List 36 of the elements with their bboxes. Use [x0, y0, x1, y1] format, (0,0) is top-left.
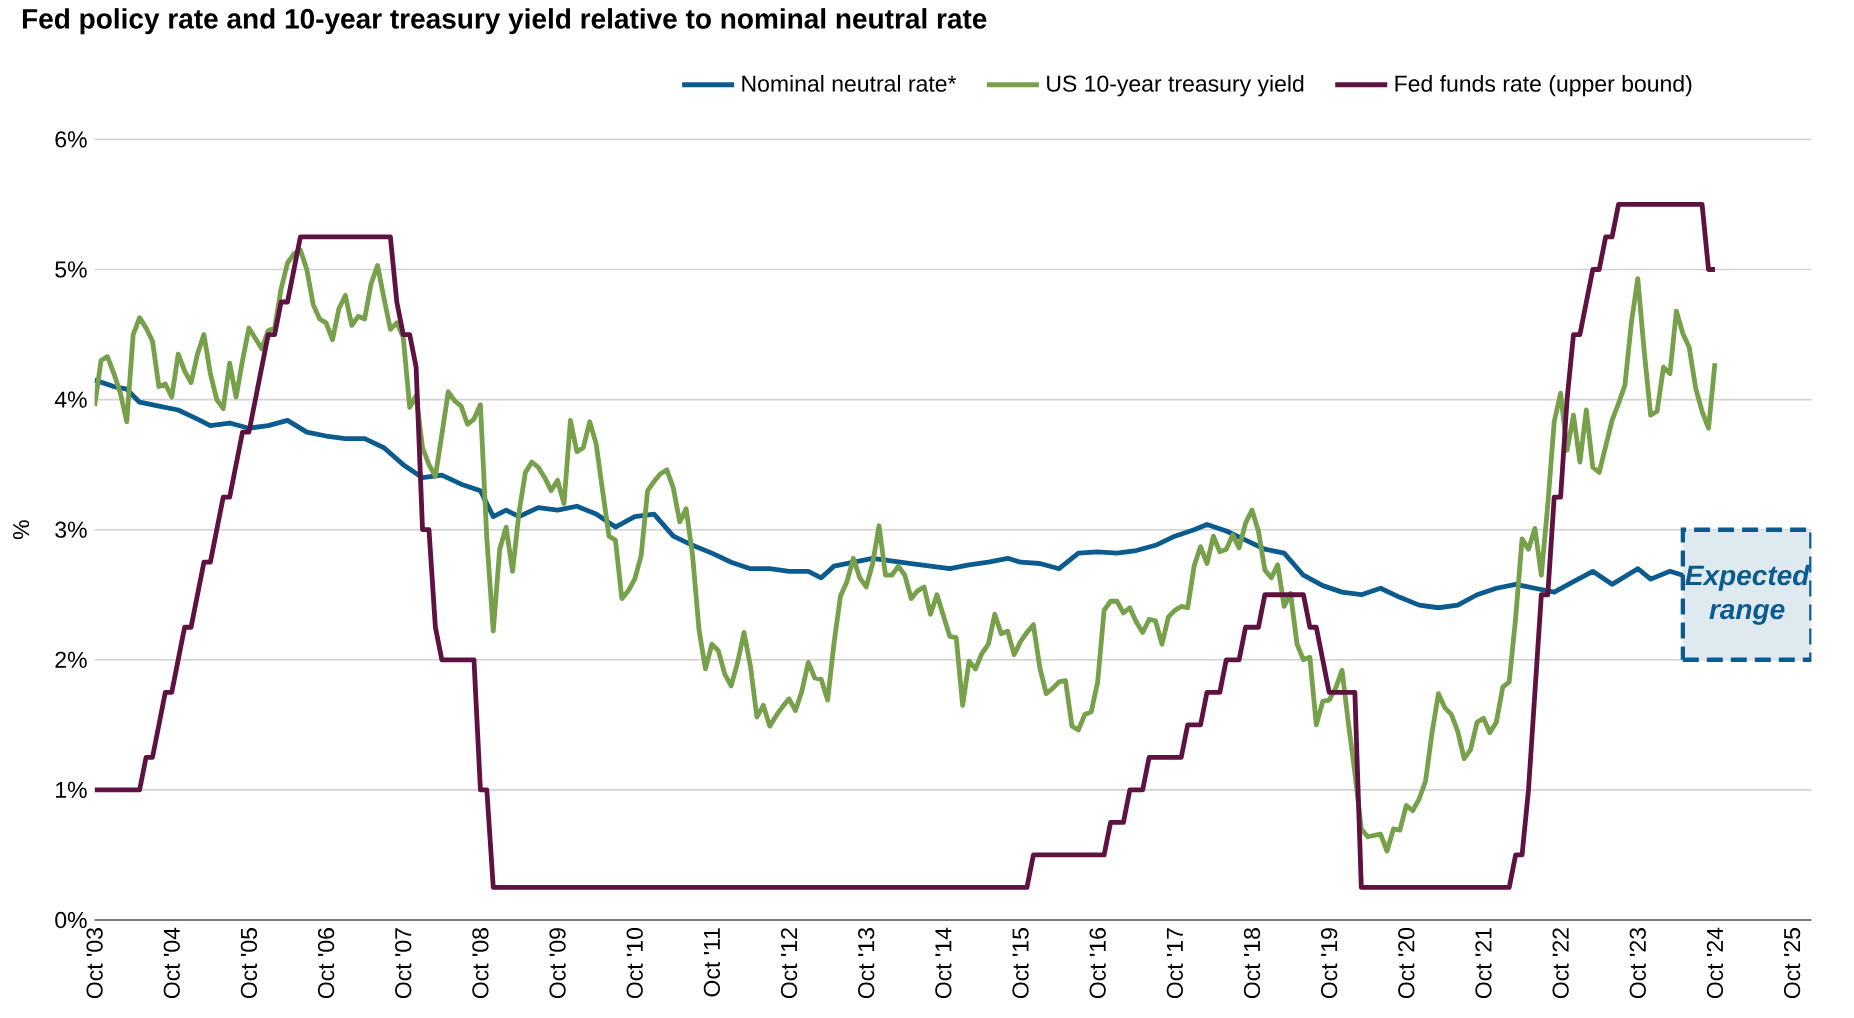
y-tick-label: 2%: [55, 651, 87, 668]
legend-label: Fed funds rate (upper bound): [1395, 74, 1692, 97]
x-tick-label: Oct '14: [935, 927, 952, 999]
y-tick-label: 0%: [55, 911, 87, 929]
x-tick-label: Oct '25: [1783, 928, 1801, 999]
x-tick-label: Oct '18: [1243, 928, 1261, 999]
y-tick-label: 6%: [55, 131, 87, 148]
chart-title: Fed policy rate and 10-year treasury yield relative to nominal neutral rate: [22, 8, 987, 35]
x-tick-label: Oct '10: [626, 927, 643, 999]
x-tick-label: Oct '03: [86, 928, 103, 999]
x-tick-label: Oct '13: [858, 928, 875, 999]
band-label: Expected range: [1685, 564, 1810, 625]
x-tick-label: Oct '07: [395, 928, 412, 999]
x-tick-label: Oct '23: [1629, 928, 1646, 999]
y-tick-label: 4%: [54, 391, 87, 408]
x-tick-label: Oct '09: [549, 928, 566, 999]
x-tick-label: Oct '16: [1089, 928, 1106, 999]
x-tick-label: Oct '19: [1321, 928, 1338, 999]
x-tick-label: Oct '06: [317, 928, 335, 999]
x-tick-label: Oct '12: [780, 928, 798, 999]
x-tick-label: Oct '05: [240, 928, 258, 999]
x-tick-label: Oct '04: [163, 927, 180, 999]
x-tick-label: Oct '08: [472, 928, 489, 999]
x-tick-label: Oct '15: [1012, 928, 1029, 999]
y-tick-label: 3%: [55, 521, 87, 538]
y-tick-label: 5%: [55, 261, 87, 278]
x-tick-label: Oct '24: [1706, 927, 1724, 999]
x-tick-label: Oct '20: [1398, 927, 1415, 999]
y-axis-title: %: [13, 520, 30, 540]
x-tick-label: Oct '17: [1166, 928, 1183, 999]
legend-label: Nominal neutral rate*: [742, 74, 957, 92]
x-tick-label: Oct '21: [1475, 928, 1492, 999]
legend-label: US 10-year treasury yield: [1047, 74, 1304, 97]
x-tick-label: Oct '22: [1552, 928, 1569, 999]
x-tick-label: Oct '11: [703, 928, 721, 997]
y-tick-label: 1%: [56, 781, 87, 798]
